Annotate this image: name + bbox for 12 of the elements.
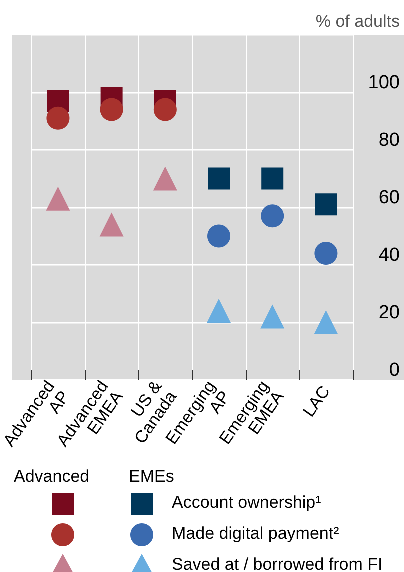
y-axis-title: % of adults xyxy=(316,12,400,31)
legend-label: Account ownership¹ xyxy=(172,493,322,512)
text: Advanced xyxy=(14,467,90,486)
legend-label: Made digital payment² xyxy=(172,524,340,543)
y-tick-label: 0 xyxy=(389,360,400,381)
y-tick-label: 20 xyxy=(378,302,400,324)
y-tick-label: 40 xyxy=(378,245,400,266)
y-tick-label: 60 xyxy=(378,188,400,208)
y-tick-label: 100 xyxy=(368,72,400,94)
legend-label: Saved at / borrowed from FI xyxy=(172,555,383,572)
y-tick-label: 80 xyxy=(378,130,400,151)
text: EMEs xyxy=(129,467,174,486)
